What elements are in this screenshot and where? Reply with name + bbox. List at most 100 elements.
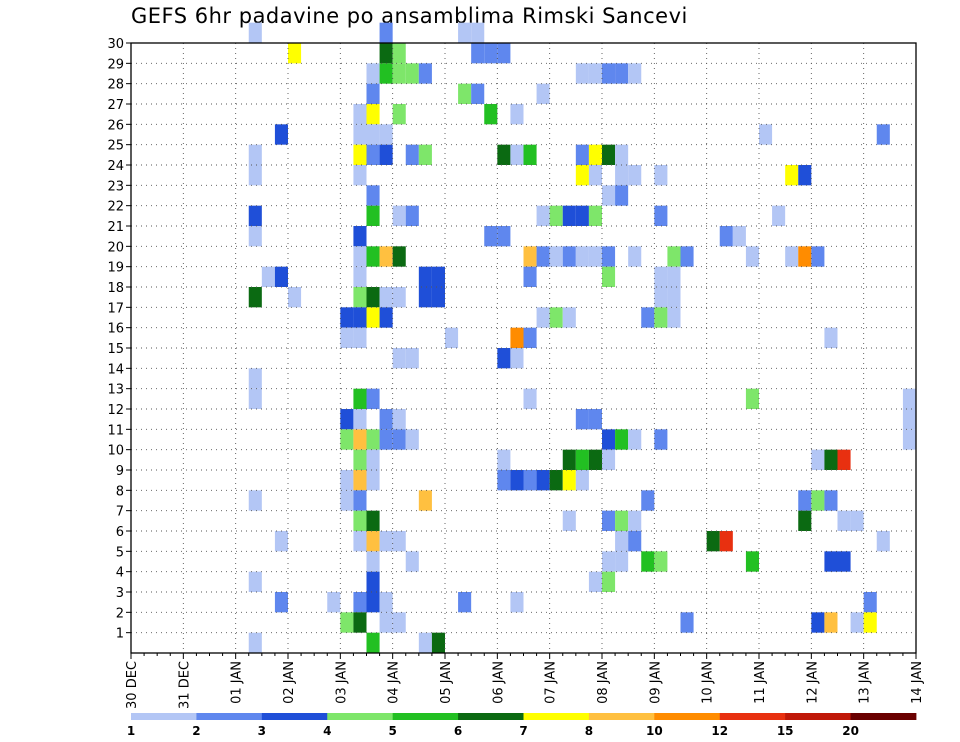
heatmap-cell (615, 185, 629, 206)
heatmap-cell (366, 124, 380, 145)
heatmap-cell (588, 449, 602, 470)
x-tick-label: 30 DEC (125, 661, 140, 709)
heatmap-cell (379, 63, 393, 84)
y-tick-label: 24 (107, 159, 124, 174)
x-tick-label: 13 JAN (858, 661, 873, 704)
heatmap-cell (418, 632, 432, 653)
heatmap-cell (667, 307, 681, 328)
heatmap-cell (549, 470, 563, 491)
heatmap-cell (471, 22, 485, 43)
heatmap-cell (248, 388, 262, 409)
heatmap-cell (340, 327, 354, 348)
heatmap-cell (366, 144, 380, 165)
x-axis: 30 DEC 31 DEC 01 JAN 02 JAN 03 JAN 04 JAN 05 J… (125, 653, 925, 709)
heatmap-cell (641, 551, 655, 572)
heatmap-cell (248, 22, 262, 43)
heatmap-cell (458, 83, 472, 104)
x-tick-label: 07 JAN (544, 661, 559, 704)
heatmap-cell (248, 226, 262, 247)
legend-swatch (327, 713, 394, 720)
legend-swatch (458, 713, 524, 720)
heatmap-cell (654, 165, 668, 186)
heatmap-cell (615, 531, 629, 552)
legend-label: 8 (585, 724, 593, 738)
heatmap-cell (353, 592, 367, 613)
heatmap-cell (353, 226, 367, 247)
heatmap-cell (366, 287, 380, 308)
heatmap-cell (562, 205, 576, 226)
heatmap-cell (458, 592, 472, 613)
heatmap-cell (798, 165, 812, 186)
legend-swatch (523, 713, 590, 720)
heatmap-cell (562, 449, 576, 470)
heatmap-cell (405, 144, 419, 165)
heatmap-cell (628, 246, 642, 267)
heatmap-cell (876, 124, 890, 145)
legend-swatch (261, 713, 328, 720)
legend-label: 15 (777, 724, 794, 738)
heatmap-cell (248, 287, 262, 308)
heatmap-cell (471, 43, 485, 64)
heatmap-cell (588, 63, 602, 84)
y-tick-label: 12 (107, 403, 124, 418)
legend-swatch (131, 713, 197, 720)
heatmap-cell (667, 287, 681, 308)
heatmap-cell (575, 409, 589, 430)
x-tick-label: 01 JAN (230, 661, 245, 704)
heatmap-cell (353, 104, 367, 125)
legend-swatch (719, 713, 786, 720)
heatmap-cell (602, 266, 616, 287)
heatmap-cell (588, 571, 602, 592)
heatmap-cell (366, 470, 380, 491)
heatmap-cell (628, 510, 642, 531)
heatmap-cell (588, 165, 602, 186)
heatmap-cell (353, 449, 367, 470)
heatmap-cell (405, 63, 419, 84)
legend-label: 20 (842, 724, 859, 738)
y-tick-label: 4 (116, 566, 124, 581)
heatmap-cell (379, 43, 393, 64)
heatmap-cell (379, 144, 393, 165)
y-tick-label: 18 (107, 281, 124, 296)
heatmap-cell (366, 531, 380, 552)
heatmap-cell (353, 165, 367, 186)
heatmap-cell (353, 327, 367, 348)
legend-swatch (850, 713, 917, 720)
heatmap-cell (379, 22, 393, 43)
heatmap-cell (680, 612, 694, 633)
heatmap-cell (274, 592, 288, 613)
heatmap-cell (379, 531, 393, 552)
heatmap-cell (274, 266, 288, 287)
heatmap-cell (772, 205, 786, 226)
heatmap-cell (366, 571, 380, 592)
x-tick-label: 02 JAN (282, 661, 297, 704)
heatmap-cell (379, 409, 393, 430)
heatmap-cell (536, 470, 550, 491)
legend-label: 5 (388, 724, 396, 738)
y-tick-label: 16 (107, 322, 124, 337)
y-tick-label: 17 (107, 301, 124, 316)
heatmap-cell (510, 104, 524, 125)
heatmap-cell (549, 307, 563, 328)
grid (131, 43, 916, 653)
heatmap-cell (850, 612, 864, 633)
heatmap-cell (602, 429, 616, 450)
heatmap-cell (379, 307, 393, 328)
legend-label: 2 (192, 724, 200, 738)
heatmap-cell (837, 551, 851, 572)
heatmap-cell (536, 83, 550, 104)
x-tick-label: 04 JAN (387, 661, 402, 704)
heatmap-cell (785, 165, 799, 186)
heatmap-cell (392, 409, 406, 430)
heatmap-cell (379, 246, 393, 267)
heatmap-cell (366, 429, 380, 450)
heatmap-cell (392, 287, 406, 308)
heatmap-cell (366, 307, 380, 328)
heatmap-cell (575, 144, 589, 165)
heatmap-cell (523, 327, 537, 348)
y-tick-label: 1 (116, 627, 124, 642)
heatmap-cell (811, 612, 825, 633)
heatmap-cell (575, 246, 589, 267)
heatmap-cell (510, 592, 524, 613)
heatmap-cell (602, 551, 616, 572)
